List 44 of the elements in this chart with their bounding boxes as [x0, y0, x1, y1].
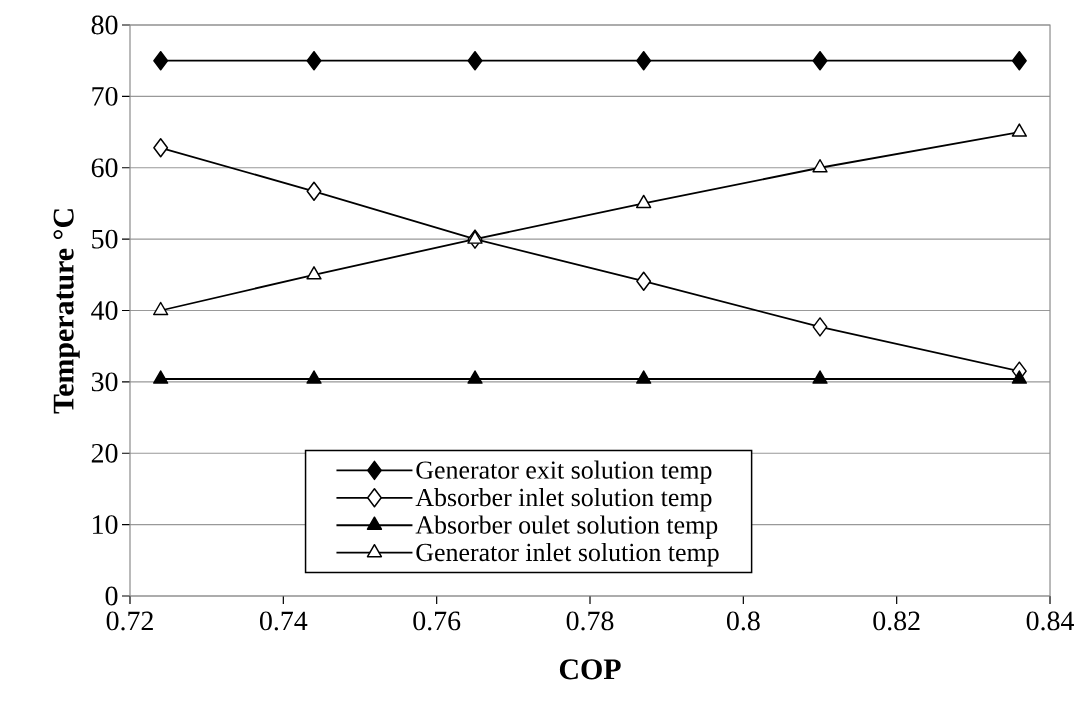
point: [812, 370, 828, 384]
x-tick-label: 0.84: [1026, 611, 1074, 631]
point: [152, 370, 169, 384]
point: [1011, 123, 1028, 137]
point: [467, 230, 483, 244]
point: [306, 50, 322, 71]
legend-label: Absorber oulet solution temp: [415, 515, 718, 539]
y-tick-label: 70: [92, 86, 118, 106]
x-axis-title: COP: [559, 659, 621, 680]
point: [306, 266, 322, 280]
point: [636, 271, 652, 291]
x-tick-label: 0.82: [873, 611, 920, 631]
point: [306, 181, 322, 202]
point: [812, 50, 828, 71]
point: [152, 301, 169, 316]
y-axis-title: Temperature °C: [53, 209, 80, 414]
point: [1011, 370, 1028, 384]
x-tick-label: 0.8: [726, 611, 760, 631]
y-tick-label: 0: [105, 586, 118, 606]
y-tick-label: 10: [93, 515, 118, 535]
point: [635, 370, 652, 384]
point: [306, 370, 322, 384]
point: [812, 159, 828, 173]
x-tick-label: 0.72: [106, 611, 153, 631]
y-tick-label: 80: [91, 15, 118, 35]
point: [812, 317, 828, 337]
legend-label: Absorber inlet solution temp: [415, 488, 712, 512]
point: [636, 50, 652, 71]
y-tick-label: 60: [91, 158, 118, 178]
y-tick-label: 40: [91, 301, 118, 320]
point: [153, 138, 169, 158]
x-tick-label: 0.76: [413, 611, 461, 631]
x-tick-label: 0.78: [566, 611, 614, 631]
point: [153, 50, 169, 71]
point: [467, 370, 483, 384]
x-tick-label: 0.74: [259, 611, 308, 631]
y-tick-label: 20: [91, 443, 118, 463]
legend-label: Generator exit solution temp: [416, 460, 712, 485]
point: [1011, 50, 1027, 71]
y-tick-label: 30: [91, 372, 118, 392]
point: [467, 50, 483, 71]
point: [635, 194, 652, 209]
y-tick-label: 50: [92, 229, 118, 249]
legend-label: Generator inlet solution temp: [416, 542, 719, 567]
